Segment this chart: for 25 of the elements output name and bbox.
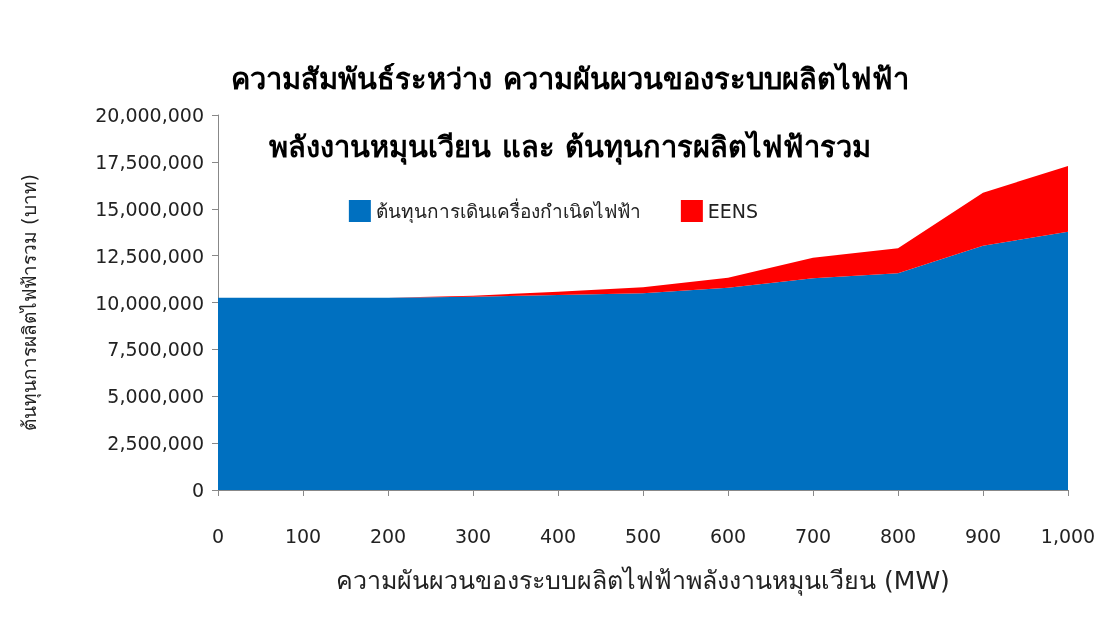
y-tick-label: 10,000,000 — [95, 291, 204, 314]
y-tick-label: 2,500,000 — [107, 432, 204, 455]
x-tick-label: 500 — [624, 524, 662, 547]
x-tick-label: 300 — [454, 524, 492, 547]
y-tick-label: 7,500,000 — [107, 338, 204, 361]
y-axis-title: ต้นทุนการผลิตไฟฟ้ารวม (บาท) — [17, 174, 42, 431]
y-tick-label: 20,000,000 — [95, 104, 204, 126]
x-tick-label: 600 — [709, 524, 747, 547]
x-tick-label: 400 — [539, 524, 577, 547]
x-axis-title: ความผันผวนของระบบผลิตไฟฟ้าพลังงานหมุนเวียน (MW) — [336, 566, 950, 596]
y-tick-label: 0 — [191, 479, 204, 501]
legend-label: EENS — [707, 200, 759, 222]
y-tick-label: 5,000,000 — [107, 385, 204, 408]
x-tick-label: 0 — [211, 524, 225, 547]
y-tick-label: 17,500,000 — [95, 150, 204, 173]
x-tick-label: 800 — [879, 524, 917, 547]
x-tick-label: 1,000 — [1040, 524, 1096, 547]
x-tick-label: 700 — [794, 524, 832, 547]
legend-label: ต้นทุนการเดินเครื่องกำเนิดไฟฟ้า — [375, 198, 641, 224]
y-tick-label: 12,500,000 — [95, 244, 204, 267]
y-tick-label: 15,000,000 — [95, 197, 204, 220]
x-tick-label: 100 — [284, 524, 322, 547]
x-tick-label: 900 — [964, 524, 1002, 547]
x-tick-label: 200 — [369, 524, 407, 547]
chart-title: ความสัมพันธ์ระหว่าง ความผันผวนของระบบผลิตไฟฟ้า พลังงานหมุนเวียน และ ต้นทุนการผลิตไฟฟ้ารวม — [231, 62, 909, 165]
